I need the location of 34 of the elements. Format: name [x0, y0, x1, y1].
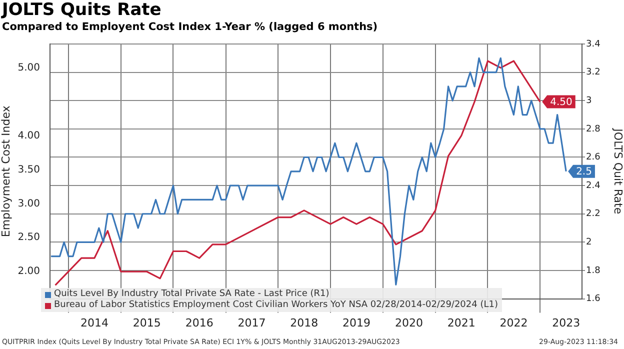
y2-tick-label: 2.4	[586, 180, 601, 191]
y-tick-label: 3.50	[18, 164, 40, 176]
chart-title: JOLTS Quits Rate	[2, 0, 162, 20]
y2-tick-label: 3.4	[586, 39, 601, 50]
y2-tick-label: 2	[586, 238, 592, 248]
y2-axis-title: JOLTS Quit Rate	[612, 128, 624, 214]
y2-tick-label: 1.6	[586, 294, 601, 304]
x-tick-label: 2014	[80, 316, 108, 330]
x-tick-label: 2017	[238, 316, 266, 330]
x-tick-label: 2021	[447, 316, 476, 330]
y-tick-label: 5.00	[18, 62, 40, 74]
x-tick-label: 2020	[394, 316, 423, 330]
y-tick-label: 2.00	[18, 266, 40, 278]
x-tick-label: 2016	[185, 316, 214, 330]
x-tick-label: 2015	[132, 316, 161, 330]
y-tick-label: 4.00	[18, 130, 40, 142]
y-axis-title: Employment Cost Index	[0, 105, 12, 238]
legend-label: Bureau of Labor Statistics Employment Cost Civilian Workers YoY NSA 02/28/2014-02/29/2024 (L1)	[54, 300, 498, 311]
x-tick-label: 2023	[552, 316, 580, 330]
y2-tick-label: 3	[586, 96, 592, 106]
x-tick-label: 2018	[290, 316, 318, 330]
data-label: 4.50	[550, 96, 572, 108]
y2-tick-label: 1.8	[586, 266, 601, 276]
x-tick-label: 2022	[500, 316, 528, 330]
y-tick-label: 2.50	[18, 232, 40, 244]
data-label: 2.5	[576, 166, 592, 178]
x-tick-label: 2019	[342, 316, 370, 330]
y2-tick-label: 3.2	[586, 68, 600, 78]
legend-label: Quits Level By Industry Total Private SA Rate - Last Price (R1)	[54, 289, 330, 300]
y-tick-label: 3.00	[18, 198, 40, 210]
y2-tick-label: 2.2	[586, 209, 600, 220]
y2-tick-label: 2.6	[586, 152, 601, 163]
chart-subtitle: Compared to Employent Cost Index 1-Year % (lagged 6 months)	[2, 21, 378, 33]
y2-tick-label: 2.8	[586, 124, 601, 134]
